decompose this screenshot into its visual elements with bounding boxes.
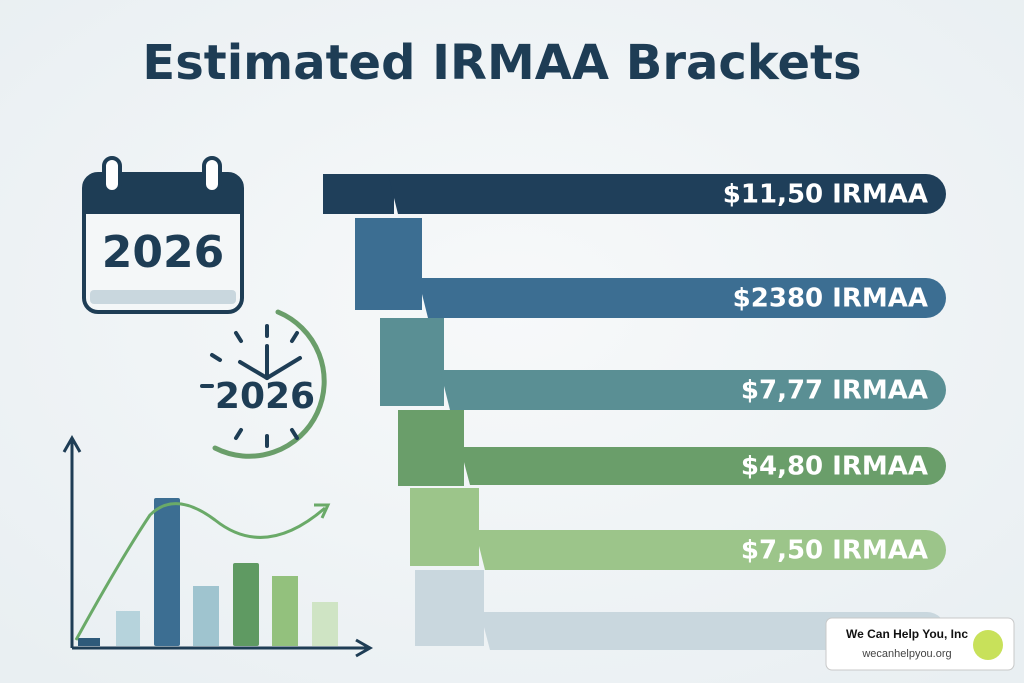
bracket-label: $7,50 IRMAA [741, 536, 928, 566]
bracket-step [410, 488, 479, 566]
bracket-bar [460, 447, 946, 485]
badge-company: We Can Help You, Inc [846, 627, 968, 641]
badge: We Can Help You, Inc wecanhelpyou.org [825, 617, 1015, 671]
decorative-chart [62, 434, 374, 658]
bracket-label: $11,50 IRMAA [723, 180, 928, 210]
bracket-label: $7,77 IRMAA [741, 376, 928, 406]
calendar-year: 2026 [102, 227, 224, 278]
bracket-step [355, 218, 422, 310]
bracket-label: $4,80 IRMAA [741, 452, 928, 482]
bracket-step [380, 318, 444, 406]
bracket-bar [440, 370, 946, 410]
bracket-bar [475, 530, 946, 570]
clock-year: 2026 [215, 376, 315, 417]
badge-logo [973, 630, 1003, 660]
bracket-bar [388, 174, 946, 214]
calendar-icon: 2026 [82, 156, 244, 314]
bracket-step [415, 570, 484, 646]
bracket-label: $2380 IRMAA [733, 284, 928, 314]
title: Estimated IRMAA Brackets [142, 35, 861, 91]
clock-icon: 2026 [200, 309, 327, 459]
bracket-bar [418, 278, 946, 318]
badge-url: wecanhelpyou.org [861, 648, 951, 660]
bracket-step [398, 410, 464, 486]
bracket-step [323, 174, 394, 214]
